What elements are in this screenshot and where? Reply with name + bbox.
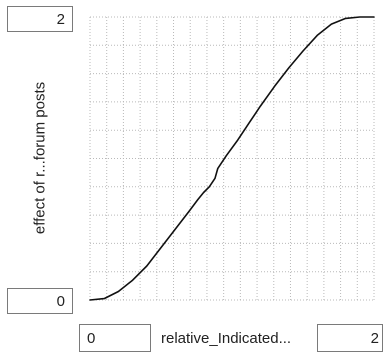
x-axis-label: relative_Indicated... bbox=[161, 330, 292, 347]
x-min-value: 0 bbox=[87, 329, 96, 347]
x-min-field[interactable]: 0 bbox=[79, 324, 151, 352]
chart-plot bbox=[89, 16, 375, 301]
y-max-value: 2 bbox=[56, 10, 65, 28]
series-line-0[interactable] bbox=[89, 16, 375, 301]
y-min-value: 0 bbox=[56, 292, 65, 310]
grid bbox=[89, 16, 375, 301]
x-max-field[interactable]: 2 bbox=[317, 324, 383, 352]
y-min-field[interactable]: 0 bbox=[7, 288, 73, 314]
y-max-field[interactable]: 2 bbox=[7, 6, 73, 32]
x-max-value: 2 bbox=[370, 329, 379, 347]
